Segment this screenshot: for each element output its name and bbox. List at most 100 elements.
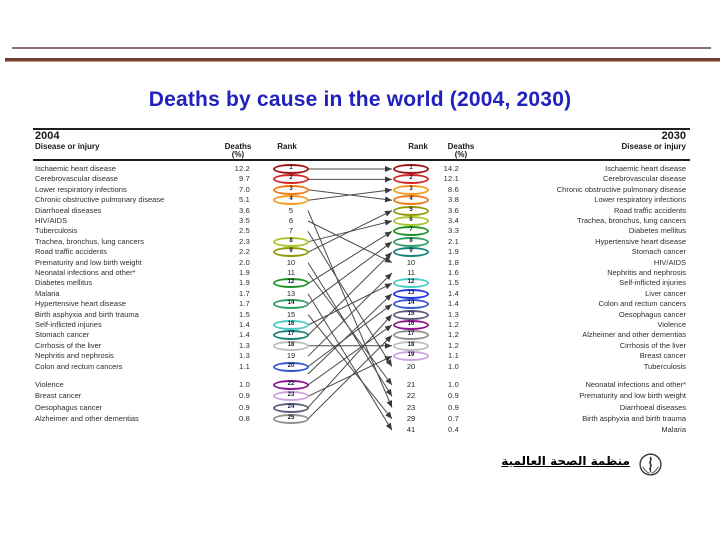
deaths-header-line1: Deaths [447,142,475,151]
rank-arrow-14-to-8 [307,241,393,305]
table-top-rule [33,128,690,130]
rank-oval-2004-8: 8 [273,236,309,247]
deaths-value-2030-r9: 1.9 [447,247,459,257]
deaths-value-2004-r10: 2.0 [238,257,250,267]
deaths-value-2004-r15: 1.5 [238,309,250,319]
disease-label-2030-r29: Birth asphyxia and birth trauma [582,413,686,423]
rank-arrow-4-to-3 [307,187,393,201]
rank-number-2030-29: 29 [406,413,416,423]
column-header-disease-left: Disease or injury [35,142,100,151]
rank-number-2004-7: 7 [288,226,294,236]
deaths-value-2004-r16: 1.4 [238,320,250,329]
rank-arrow-20-to-14 [307,303,393,368]
deaths-value-2030-r23: 0.9 [447,402,459,412]
disease-label-2030-r23: Diarrhoeal diseases [619,402,686,412]
rank-arrow-22-to-16 [307,324,393,386]
disease-label-2030-r1: Ischaemic heart disease [605,164,686,173]
deaths-value-2004-r3: 7.0 [238,184,250,194]
rank-oval-2004-3: 3 [273,184,309,195]
disease-label-2030-r6: Trachea, bronchus, lung cancers [577,216,686,225]
rank-number-2004-11: 11 [287,268,295,277]
disease-label-2004-r14: Hypertensive heart disease [35,299,126,309]
deaths-value-2030-r1: 14.2 [443,164,459,173]
column-header-deaths-left: Deaths (%) [218,143,258,159]
disease-label-2004-r23: Breast cancer [35,391,82,401]
rank-oval-2004-4: 4 [273,195,309,206]
rank-oval-2030-14: 14 [393,299,429,310]
disease-label-2004-r19: Nephritis and nephrosis [35,351,114,361]
deaths-value-2030-r20: 1.0 [447,361,459,371]
disease-label-2030-r16: Violence [657,320,686,329]
rank-oval-2030-4: 4 [393,195,429,206]
disease-label-2004-r16: Self-inflicted injuries [35,320,102,329]
deaths-value-2030-r10: 1.8 [447,257,459,267]
rank-oval-2030-6: 6 [393,216,429,226]
disease-label-2004-r25: Alzheimer and other dementias [35,413,139,423]
deaths-value-2004-r13: 1.7 [238,288,250,298]
deaths-value-2004-r25: 0.8 [238,413,250,423]
rank-number-2004-19: 19 [286,351,296,361]
deaths-value-2030-r29: 0.7 [447,413,459,423]
rank-oval-2030-3: 3 [393,184,429,195]
rank-oval-2004-1: 1 [273,164,309,174]
disease-label-2004-r8: Trachea, bronchus, lung cancers [35,236,144,246]
disease-label-2004-r18: Cirrhosis of the liver [35,340,102,350]
deaths-value-2004-r14: 1.7 [238,299,250,309]
disease-label-2004-r11: Neonatal infections and other* [35,268,136,277]
deaths-value-2030-r6: 3.4 [447,216,459,225]
deaths-value-2030-r17: 1.2 [447,330,459,340]
deaths-header-line2: (%) [231,150,245,159]
deaths-value-2030-r14: 1.4 [447,299,459,309]
rank-oval-2030-5: 5 [393,205,429,216]
table-header-rule [33,159,690,161]
rank-number-2004-10: 10 [286,257,296,267]
column-header-rank-left: Rank [277,142,297,151]
deaths-value-2030-r12: 1.5 [447,278,459,288]
disease-label-2004-r6: HIV/AIDS [35,216,68,225]
rank-arrow-8-to-6 [307,219,393,243]
rank-number-2030-10: 10 [406,257,416,267]
disease-label-2030-r41: Malaria [661,425,686,435]
rank-arrow-23-to-19 [307,355,393,397]
rank-oval-2030-19: 19 [393,351,429,362]
disease-label-2030-r13: Liver cancer [645,288,686,298]
disease-label-2004-r12: Diabetes mellitus [35,278,93,288]
deaths-value-2004-r5: 3.6 [238,205,250,215]
deaths-value-2004-r7: 2.5 [238,226,250,236]
rank-oval-2030-2: 2 [393,174,429,185]
deaths-value-2030-r13: 1.4 [447,288,459,298]
disease-label-2004-r13: Malaria [35,288,60,298]
deaths-value-2030-r22: 0.9 [447,391,459,401]
rank-arrow-11-to-21 [307,272,393,386]
year-label-2004: 2004 [35,130,60,142]
rank-oval-2004-16: 16 [273,320,309,330]
rank-arrow-12-to-7 [307,230,393,284]
disease-label-2030-r19: Breast cancer [639,351,686,361]
deaths-value-2030-r2: 12.1 [443,174,459,184]
rank-oval-2030-7: 7 [393,226,429,237]
deaths-value-2004-r4: 5.1 [238,195,250,205]
disease-label-2030-r5: Road traffic accidents [614,205,686,215]
rank-number-2004-15: 15 [286,309,296,319]
disease-label-2004-r10: Prematurity and low birth weight [35,257,142,267]
disease-label-2030-r15: Oesophagus cancer [618,309,686,319]
deaths-value-2030-r19: 1.1 [447,351,459,361]
rank-arrow-3-to-4 [307,189,393,203]
deaths-value-2030-r11: 1.6 [447,268,459,277]
deaths-value-2004-r1: 12.2 [234,164,250,173]
top-divider-line-thick [5,58,720,62]
slide-title: Deaths by cause in the world (2004, 2030… [148,88,572,111]
column-header-deaths-right: Deaths (%) [441,143,481,159]
rank-number-2004-6: 6 [288,216,294,225]
rank-oval-2004-25: 25 [273,413,309,424]
disease-label-2030-r9: Stomach cancer [631,247,686,257]
deaths-value-2004-r18: 1.3 [238,340,250,350]
disease-label-2004-r5: Diarrhoeal diseases [35,205,102,215]
rank-arrow-15-to-29 [307,314,393,420]
deaths-value-2004-r20: 1.1 [238,361,250,371]
deaths-value-2030-r41: 0.4 [447,425,459,435]
rank-arrow-9-to-5 [307,210,393,253]
rank-oval-2030-9: 9 [393,247,429,258]
rank-arrow-10-to-22 [307,262,393,397]
deaths-value-2030-r3: 8.6 [447,184,459,194]
